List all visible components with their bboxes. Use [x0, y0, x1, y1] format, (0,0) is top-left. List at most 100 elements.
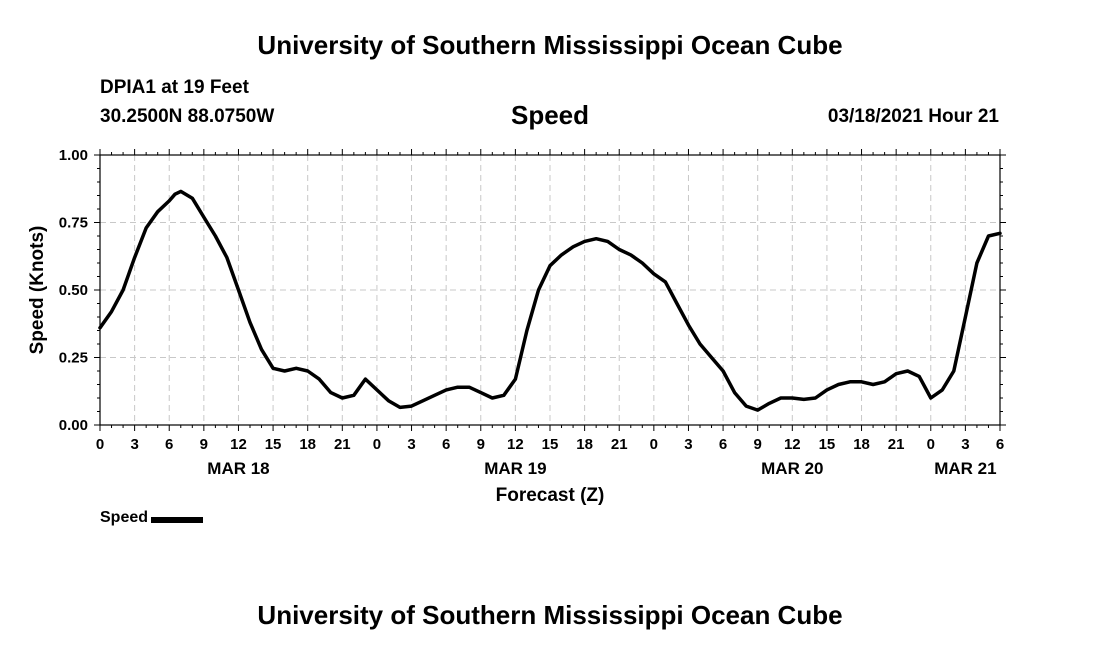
data-point	[733, 391, 736, 394]
day-label: MAR 21	[934, 459, 996, 478]
data-point	[433, 394, 436, 397]
data-point	[895, 372, 898, 375]
data-point	[929, 396, 932, 400]
data-point	[791, 396, 794, 400]
data-point	[133, 256, 136, 259]
data-point	[145, 226, 148, 230]
forecast-datetime: 03/18/2021 Hour 21	[827, 106, 999, 127]
data-point	[548, 264, 552, 267]
legend-line-swatch	[151, 516, 204, 523]
data-point	[571, 245, 575, 248]
data-point	[918, 375, 921, 378]
x-tick-label: 9	[754, 436, 762, 453]
x-axis-label: Forecast (Z)	[496, 485, 605, 506]
data-point	[283, 369, 286, 373]
data-point	[421, 399, 425, 402]
data-point	[675, 302, 679, 305]
y-axis-label: Speed (Knots)	[27, 226, 48, 355]
x-tick-label: 21	[334, 436, 351, 453]
data-point	[237, 288, 240, 292]
data-point	[110, 310, 113, 313]
day-label: MAR 20	[761, 459, 823, 478]
data-point	[779, 396, 782, 400]
y-tick-label: 0.50	[59, 282, 88, 299]
data-point	[629, 253, 632, 257]
data-point	[456, 386, 459, 389]
y-tick-label: 1.00	[59, 147, 88, 164]
data-point	[975, 261, 979, 265]
x-tick-label: 15	[265, 436, 282, 453]
data-point	[173, 193, 177, 196]
x-tick-label: 0	[373, 436, 381, 453]
data-point	[802, 398, 805, 401]
y-tick-label: 0.00	[59, 417, 88, 434]
data-point	[225, 256, 229, 259]
data-point	[825, 388, 829, 392]
data-point	[756, 408, 759, 412]
data-point	[502, 394, 505, 397]
data-point	[468, 386, 471, 389]
data-point	[652, 272, 655, 275]
x-tick-label: 12	[507, 436, 524, 453]
x-tick-label: 6	[165, 436, 173, 453]
data-point	[618, 248, 621, 251]
data-point	[398, 406, 402, 409]
data-point	[329, 391, 332, 394]
legend-label: Speed	[100, 509, 149, 526]
series-line-speed	[98, 189, 1002, 412]
x-tick-label: 15	[542, 436, 559, 453]
data-point	[768, 402, 771, 405]
data-point	[121, 288, 125, 292]
data-point	[260, 348, 263, 351]
x-tick-label: 6	[996, 436, 1004, 453]
x-tick-label: 15	[819, 436, 836, 453]
x-tick-label: 18	[576, 436, 593, 453]
data-point	[479, 391, 482, 394]
data-point	[214, 234, 217, 238]
data-point	[710, 356, 713, 359]
data-point	[318, 377, 321, 381]
x-tick-label: 12	[230, 436, 247, 453]
y-tick-label: 0.75	[59, 215, 88, 232]
data-point	[248, 321, 252, 324]
data-point	[168, 199, 171, 203]
data-point	[306, 369, 309, 373]
data-point	[906, 369, 909, 373]
y-tick-label: 0.25	[59, 350, 88, 367]
data-point	[883, 380, 886, 383]
data-point	[721, 369, 725, 373]
data-point	[202, 215, 205, 219]
x-tick-label: 6	[442, 436, 450, 453]
data-point	[341, 396, 344, 400]
data-point	[745, 404, 748, 408]
data-point	[375, 388, 379, 392]
station-coordinates: 30.2500N 88.0750W	[100, 106, 275, 127]
data-point	[952, 369, 955, 373]
data-point	[352, 394, 355, 397]
data-point	[814, 396, 817, 400]
data-point	[537, 288, 540, 292]
data-point	[387, 399, 390, 402]
data-point	[179, 190, 182, 193]
station-label: DPIA1 at 19 Feet	[100, 77, 249, 98]
x-tick-label: 0	[927, 436, 935, 453]
data-point	[860, 380, 863, 383]
data-point	[156, 210, 159, 213]
x-tick-label: 21	[611, 436, 628, 453]
legend: Speed	[100, 509, 204, 527]
data-point	[698, 342, 702, 346]
data-point	[410, 404, 413, 408]
data-point	[560, 253, 563, 257]
footer-title: University of Southern Mississippi Ocean…	[257, 600, 843, 630]
x-tick-label: 18	[299, 436, 316, 453]
data-point	[583, 240, 586, 243]
data-point	[491, 396, 494, 400]
x-tick-label: 0	[96, 436, 104, 453]
data-point	[964, 315, 967, 319]
data-point	[871, 383, 875, 386]
x-tick-label: 3	[130, 436, 138, 453]
x-tick-label: 3	[684, 436, 692, 453]
x-tick-label: 9	[200, 436, 208, 453]
data-point	[998, 232, 1002, 235]
data-point	[98, 326, 102, 329]
